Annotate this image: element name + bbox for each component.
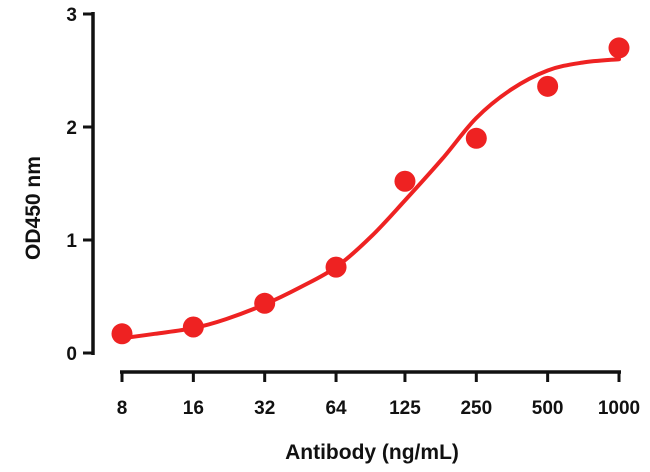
y-axis: 0 1 2 3 bbox=[66, 5, 95, 365]
y-tick-label: 0 bbox=[66, 344, 77, 365]
x-tick-label: 32 bbox=[254, 398, 275, 419]
data-point bbox=[325, 256, 347, 278]
x-tick-label: 125 bbox=[389, 398, 421, 419]
x-tick-label: 16 bbox=[183, 398, 204, 419]
y-ticks: 0 1 2 3 bbox=[66, 5, 93, 365]
x-tick-label: 250 bbox=[460, 398, 492, 419]
y-tick-label: 2 bbox=[66, 118, 77, 139]
data-point bbox=[394, 170, 416, 192]
x-tick-label: 64 bbox=[325, 398, 347, 419]
data-point bbox=[182, 316, 204, 338]
x-tick-label: 1000 bbox=[598, 398, 640, 419]
data-point bbox=[254, 292, 276, 314]
data-point bbox=[465, 127, 487, 149]
data-point bbox=[608, 37, 630, 59]
y-axis-title: OD450 nm bbox=[22, 156, 45, 260]
x-ticks: 8 16 32 64 125 250 500 1000 bbox=[117, 372, 640, 419]
plot-area bbox=[111, 37, 630, 345]
x-tick-label: 8 bbox=[117, 398, 128, 419]
x-axis: 8 16 32 64 125 250 500 1000 bbox=[117, 370, 640, 419]
x-tick-label: 500 bbox=[532, 398, 564, 419]
y-tick-label: 1 bbox=[66, 231, 77, 252]
fit-curve bbox=[120, 57, 621, 341]
y-tick-label: 3 bbox=[66, 5, 77, 26]
data-point bbox=[537, 75, 559, 97]
x-axis-title: Antibody (ng/mL) bbox=[285, 441, 459, 464]
data-point bbox=[111, 323, 133, 345]
